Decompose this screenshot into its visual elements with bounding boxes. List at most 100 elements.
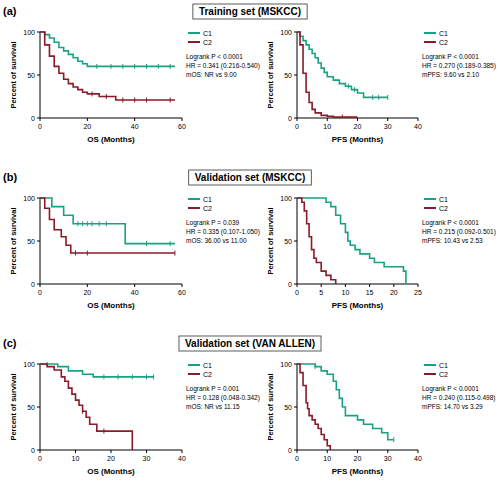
censor-mark bbox=[372, 95, 373, 100]
y-axis-title: Percent of survival bbox=[9, 207, 18, 274]
x-tick bbox=[87, 284, 88, 287]
y-tick-label: 0 bbox=[288, 115, 292, 122]
censor-mark bbox=[122, 97, 123, 102]
x-tick bbox=[418, 284, 419, 287]
censor-mark bbox=[158, 64, 159, 69]
censor-mark bbox=[96, 64, 97, 69]
km-plot: 050100010203040PFS (Months)Percent of su… bbox=[266, 29, 496, 145]
x-tick bbox=[134, 118, 135, 121]
y-tick bbox=[294, 241, 297, 242]
censor-mark bbox=[87, 221, 88, 226]
survival-curve bbox=[297, 364, 330, 450]
x-axis-title: PFS (Months) bbox=[332, 135, 384, 144]
censor-mark bbox=[82, 409, 83, 414]
censor-mark bbox=[153, 374, 154, 379]
x-tick bbox=[357, 450, 358, 453]
censor-mark bbox=[111, 64, 112, 69]
censor-mark bbox=[393, 437, 394, 442]
x-tick-label: 5 bbox=[319, 289, 323, 296]
x-tick bbox=[134, 284, 135, 287]
x-axis-title: PFS (Months) bbox=[332, 301, 384, 310]
y-tick bbox=[37, 75, 40, 76]
survival-curve bbox=[297, 32, 388, 97]
km-plot: (c)Validation set (VAN ALLEN)05010001020… bbox=[3, 336, 321, 476]
y-tick-label: 100 bbox=[23, 361, 35, 368]
x-tick bbox=[182, 118, 183, 121]
annotation: Logrank P < 0.0001 bbox=[422, 53, 479, 61]
x-tick-label: 0 bbox=[295, 455, 299, 462]
censor-mark bbox=[146, 64, 147, 69]
censor-mark bbox=[134, 97, 135, 102]
y-tick-label: 50 bbox=[27, 404, 35, 411]
survival-curve bbox=[40, 32, 175, 100]
panel-title: Training set (MSKCC) bbox=[199, 6, 301, 17]
x-tick-label: 60 bbox=[178, 289, 186, 296]
x-tick-label: 40 bbox=[414, 123, 422, 130]
x-tick-label: 0 bbox=[38, 455, 42, 462]
x-tick bbox=[393, 284, 394, 287]
y-tick bbox=[294, 198, 297, 199]
panel-label: (c) bbox=[3, 337, 17, 349]
x-tick bbox=[387, 450, 388, 453]
x-tick bbox=[40, 450, 41, 453]
x-axis bbox=[40, 118, 182, 119]
x-tick bbox=[418, 118, 419, 121]
x-tick-label: 15 bbox=[366, 289, 374, 296]
legend-swatch bbox=[424, 364, 436, 366]
x-tick-label: 40 bbox=[131, 289, 139, 296]
panel-label: (b) bbox=[3, 171, 17, 183]
km-plot: (b)Validation set (MSKCC)0501000204060OS… bbox=[3, 170, 311, 310]
legend-swatch bbox=[188, 41, 200, 43]
x-tick bbox=[111, 450, 112, 453]
title-box bbox=[179, 336, 321, 351]
censor-mark bbox=[82, 221, 83, 226]
censor-mark bbox=[342, 115, 343, 118]
panel-title: Validation set (MSKCC) bbox=[195, 172, 306, 183]
annotation: Logrank P = 0.039 bbox=[186, 219, 240, 227]
censor-mark bbox=[378, 95, 379, 100]
legend-label: C1 bbox=[203, 196, 212, 203]
censor-mark bbox=[170, 64, 171, 69]
x-tick-label: 10 bbox=[72, 455, 80, 462]
x-tick-label: 0 bbox=[38, 123, 42, 130]
y-tick-label: 100 bbox=[280, 361, 292, 368]
censor-mark bbox=[146, 374, 147, 379]
censor-mark bbox=[77, 221, 78, 226]
censor-mark bbox=[106, 94, 107, 99]
censor-mark bbox=[170, 97, 171, 102]
annotation: HR = 0.240 (0.115-0.498) bbox=[422, 394, 495, 402]
x-tick bbox=[387, 118, 388, 121]
survival-curve bbox=[297, 198, 406, 284]
data-layer bbox=[40, 32, 175, 102]
y-tick-label: 0 bbox=[31, 447, 35, 454]
censor-mark bbox=[354, 87, 355, 92]
y-tick-label: 0 bbox=[31, 281, 35, 288]
x-tick bbox=[357, 118, 358, 121]
y-tick bbox=[37, 32, 40, 33]
x-tick-label: 10 bbox=[342, 289, 350, 296]
y-tick-label: 50 bbox=[284, 404, 292, 411]
censor-mark bbox=[146, 241, 147, 246]
x-tick bbox=[418, 450, 419, 453]
legend-swatch bbox=[424, 198, 436, 200]
y-axis-title: Percent of survival bbox=[266, 373, 275, 440]
legend-label: C2 bbox=[439, 371, 448, 378]
legend-label: C2 bbox=[203, 371, 212, 378]
y-tick-label: 100 bbox=[280, 195, 292, 202]
x-tick-label: 30 bbox=[143, 455, 151, 462]
survival-curve bbox=[297, 198, 336, 284]
censor-mark bbox=[132, 374, 133, 379]
y-tick-label: 100 bbox=[23, 29, 35, 36]
y-tick bbox=[37, 364, 40, 365]
panel-label: (a) bbox=[3, 5, 17, 17]
title-box bbox=[193, 4, 307, 19]
legend-swatch bbox=[188, 207, 200, 209]
km-plot: 050100010203040PFS (Months)Percent of su… bbox=[266, 361, 495, 477]
annotation: mOS: NR vs 11.15 bbox=[186, 403, 240, 410]
x-axis-title: OS (Months) bbox=[87, 467, 135, 476]
y-tick-label: 50 bbox=[284, 238, 292, 245]
censor-mark bbox=[103, 429, 104, 434]
x-tick-label: 40 bbox=[131, 123, 139, 130]
x-axis bbox=[40, 284, 182, 285]
censor-mark bbox=[387, 95, 388, 100]
